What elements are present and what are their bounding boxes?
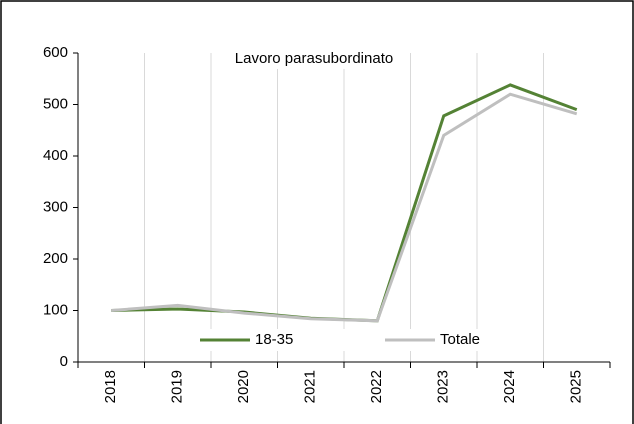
x-tick-label: 2018 xyxy=(102,370,119,403)
x-tick-label: 2022 xyxy=(368,370,385,403)
chart-title: Lavoro parasubordinato xyxy=(235,50,393,67)
y-tick-label: 600 xyxy=(43,44,68,61)
x-tick-label: 2020 xyxy=(235,370,252,403)
y-tick-label: 0 xyxy=(60,353,68,370)
x-tick-label: 2024 xyxy=(501,370,518,403)
x-tick-label: 2019 xyxy=(169,370,186,403)
series-line xyxy=(111,92,578,323)
legend-bg xyxy=(190,329,510,351)
legend-label: 18-35 xyxy=(255,331,293,348)
y-tick-label: 100 xyxy=(43,301,68,318)
y-tick-label: 300 xyxy=(43,198,68,215)
legend-label: Totale xyxy=(440,331,480,348)
x-tick-label: 2025 xyxy=(568,370,585,403)
x-tick-label: 2023 xyxy=(435,370,452,403)
x-tick-label: 2021 xyxy=(302,370,319,403)
y-tick-label: 500 xyxy=(43,95,68,112)
y-tick-label: 400 xyxy=(43,147,68,164)
title-bg xyxy=(226,47,402,69)
y-tick-label: 200 xyxy=(43,250,68,267)
